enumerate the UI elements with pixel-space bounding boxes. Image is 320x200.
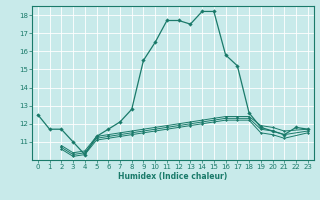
X-axis label: Humidex (Indice chaleur): Humidex (Indice chaleur)	[118, 172, 228, 181]
